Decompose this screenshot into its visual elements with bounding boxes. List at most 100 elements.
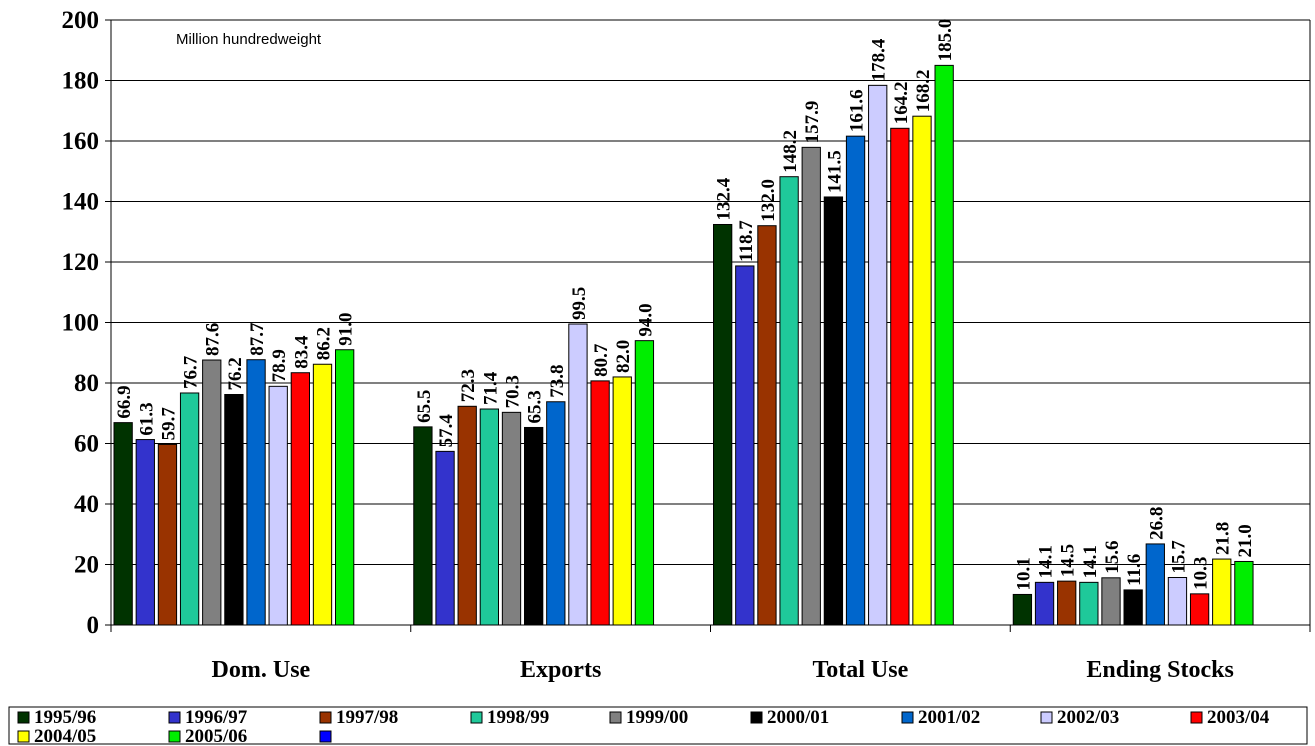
bar	[713, 223, 733, 626]
data-labels: 66.961.3 59.776.787.676.287.778.9 83.4 86.2…	[114, 19, 1256, 591]
bar	[590, 380, 610, 626]
bar	[823, 196, 844, 626]
y-tick-label: 140	[62, 189, 100, 216]
data-label: 21.0	[1235, 524, 1256, 557]
category-label: Ending Stocks	[1086, 657, 1233, 683]
data-label: 157.9	[802, 101, 823, 144]
unit-note: Million hundredweight	[176, 31, 322, 48]
bar	[890, 127, 910, 626]
data-label: 118.7	[736, 220, 757, 262]
legend-swatch	[319, 730, 332, 743]
y-tick-label: 160	[62, 128, 100, 155]
legend-swatch	[168, 711, 181, 724]
bar	[912, 115, 932, 626]
data-label: 10.1	[1013, 557, 1034, 590]
legend-swatch	[319, 711, 332, 724]
legend-label: 1999/00	[626, 707, 688, 728]
data-label: 66.9	[114, 385, 135, 418]
bar	[1212, 558, 1232, 626]
data-label: 91.0	[336, 312, 357, 345]
data-label: 61.3	[136, 402, 157, 435]
bar	[312, 363, 333, 626]
bar	[757, 225, 777, 626]
data-label: 94.0	[635, 303, 656, 336]
data-label: 164.2	[891, 82, 912, 125]
category-label: Dom. Use	[212, 657, 311, 683]
legend-label: 1995/96	[34, 707, 96, 728]
bar	[845, 135, 866, 626]
legend-label: 2000/01	[767, 707, 829, 728]
legend-label: 1996/97	[185, 707, 248, 728]
bar	[479, 408, 500, 626]
bar	[202, 359, 222, 626]
bar	[1012, 593, 1033, 626]
data-label: 57.4	[436, 414, 457, 448]
y-tick-label: 80	[74, 370, 99, 397]
data-label: 14.1	[1080, 545, 1101, 578]
bar	[934, 64, 954, 626]
data-label: 87.7	[247, 322, 268, 356]
data-label: 185.0	[935, 19, 956, 62]
legend-swatch	[901, 711, 914, 724]
data-label: 76.7	[181, 355, 202, 389]
data-label: 80.7	[591, 343, 612, 377]
legend-swatch	[168, 730, 181, 743]
legend-swatch	[470, 711, 483, 724]
bar	[1234, 560, 1254, 626]
bar	[224, 393, 244, 626]
legend-label: 2002/03	[1057, 707, 1119, 728]
bar	[413, 426, 433, 626]
y-tick-label: 0	[87, 612, 100, 639]
data-label: 14.1	[1036, 545, 1057, 578]
data-label: 87.6	[203, 323, 224, 356]
data-label: 10.3	[1191, 557, 1212, 590]
bar	[335, 349, 355, 626]
data-label: 15.6	[1102, 541, 1123, 574]
legend-swatch	[1190, 711, 1203, 724]
data-label: 132.0	[758, 179, 779, 222]
data-label: 76.2	[225, 357, 246, 390]
category-label: Exports	[520, 657, 601, 683]
legend-label: 2001/02	[918, 707, 980, 728]
data-label: 73.8	[547, 365, 568, 398]
axes: 0 20 40 60 80 100 120 140 160 180 200 Dom. Use Expor…	[62, 7, 1311, 683]
bar	[1145, 543, 1165, 626]
bar	[1167, 577, 1188, 626]
y-tick-label: 60	[74, 431, 99, 458]
data-label: 168.2	[913, 69, 934, 112]
y-tick-label: 200	[62, 7, 100, 34]
bar	[113, 422, 133, 626]
bar	[546, 401, 566, 626]
data-label: 178.4	[869, 38, 890, 81]
y-tick-label: 120	[62, 249, 100, 276]
bar	[435, 450, 455, 626]
bar	[1123, 589, 1143, 626]
bar	[868, 84, 888, 626]
bar	[1079, 581, 1099, 626]
legend-label: 1997/98	[336, 707, 398, 728]
bar	[1189, 593, 1210, 626]
legend-label: 2004/05	[34, 726, 96, 746]
legend-swatch	[609, 711, 622, 724]
bar	[268, 385, 288, 626]
legend-label: 2005/06	[185, 726, 247, 746]
legend-swatch	[1040, 711, 1053, 724]
data-label: 72.3	[458, 369, 479, 402]
data-label: 59.7	[158, 407, 179, 441]
y-tick-label: 100	[62, 310, 100, 337]
bar	[801, 146, 821, 626]
bar	[290, 372, 311, 626]
category-label: Total Use	[812, 657, 908, 683]
data-label: 11.6	[1124, 554, 1145, 586]
data-label: 15.7	[1168, 540, 1189, 574]
bar	[634, 340, 655, 626]
bar	[179, 392, 200, 626]
data-label: 83.4	[291, 335, 312, 369]
legend-swatch	[17, 730, 30, 743]
bar	[501, 411, 522, 626]
data-label: 99.5	[569, 287, 590, 320]
bar	[568, 323, 588, 626]
bar	[1057, 580, 1077, 626]
legend-label: 2003/04	[1207, 707, 1270, 728]
